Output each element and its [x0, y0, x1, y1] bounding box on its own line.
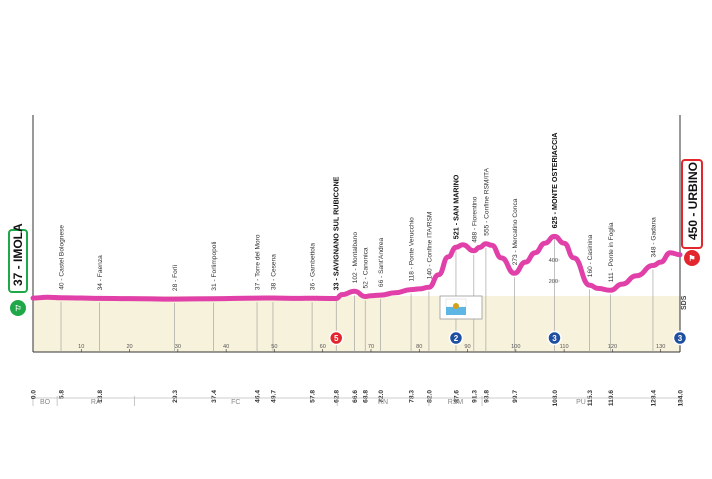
start-km-label: 0.0	[31, 390, 38, 399]
waypoint-label: 52 - Canonica	[363, 247, 370, 288]
region-label: PU	[576, 399, 586, 406]
distance-tick-label: 120	[608, 344, 617, 350]
distance-ticks: 10 20 30 40 50 60 70 80 90 100 110 120 130	[78, 344, 665, 352]
waypoint-label: 555 - Confine RSM/ITA	[483, 167, 490, 235]
waypoint-label: 521 - SAN MARINO	[452, 174, 461, 239]
finish-sds-tag: SDS	[681, 295, 688, 310]
waypoint-label: 34 - Faenza	[97, 255, 104, 291]
waypoint-label: 273 - Mercatino Conca	[512, 198, 519, 265]
waypoint-km: 72.0	[378, 390, 385, 403]
region-label: RA	[91, 399, 101, 406]
waypoint-km: 29.3	[172, 390, 179, 403]
waypoint-labels: 40 - Castel Bolognese 34 - Faenza 28 - For…	[59, 133, 658, 292]
waypoint-label: 160 - Casinina	[587, 234, 594, 277]
start-label: 37 - IMOLA	[11, 223, 25, 286]
marker-label: 5	[334, 334, 339, 343]
finish-badge: 450 - URBINO ⚑	[681, 159, 703, 266]
distance-tick-label: 50	[271, 344, 277, 350]
region-label: BO	[40, 399, 51, 406]
waypoint-label: 625 - MONTE OSTERIACCIA	[550, 133, 559, 229]
waypoint-label: 488 - Fiorentino	[471, 196, 478, 243]
altitude-ticks: 200 400	[549, 258, 560, 285]
waypoint-label: 37 - Torre del Moro	[255, 234, 262, 290]
waypoint-km: 78.3	[409, 390, 416, 403]
region-bar: BO RA FC RN RSM PU	[32, 396, 681, 406]
profile-baseline-band	[33, 296, 680, 352]
region-label: RSM	[448, 399, 464, 406]
distance-tick-label: 110	[560, 344, 569, 350]
waypoint-label: 28 - Forlì	[172, 265, 179, 292]
waypoint-label: 140 - Confine ITA/RSM	[426, 212, 433, 280]
distance-tick-label: 90	[464, 344, 470, 350]
marker-label: 2	[454, 334, 459, 343]
region-label: FC	[231, 399, 240, 406]
waypoint-km: 57.8	[310, 390, 317, 403]
waypoint-km: 91.3	[471, 390, 478, 403]
finish-flag-icon	[684, 250, 700, 266]
svg-text:⚑: ⚑	[688, 254, 695, 263]
distance-tick-label: 60	[320, 344, 326, 350]
climb-category-marker: 3	[672, 330, 688, 346]
svg-text:⚐: ⚐	[14, 304, 21, 313]
waypoint-label: 118 - Ponte Verucchio	[409, 217, 416, 282]
climb-category-marker: 3	[547, 330, 562, 346]
altitude-tick-label: 200	[549, 279, 558, 285]
waypoint-km: 87.6	[454, 390, 461, 403]
distance-tick-label: 30	[175, 344, 181, 350]
distance-tick-label: 40	[223, 344, 229, 350]
waypoint-label: 38 - Cesena	[271, 254, 278, 290]
start-flag-icon	[10, 300, 26, 316]
waypoint-label: 348 - Gadana	[651, 217, 658, 258]
finish-km-label: 134.0	[678, 390, 685, 407]
waypoint-km: 13.8	[97, 390, 104, 403]
classification-markers: 5 2 3 3	[328, 330, 688, 346]
waypoint-km: 49.7	[271, 390, 278, 403]
waypoint-km: 93.8	[483, 390, 490, 403]
waypoint-label: 36 - Gambettola	[310, 243, 317, 291]
san-marino-flag-icon	[439, 295, 483, 320]
waypoint-km: 37.4	[211, 390, 218, 403]
marker-label: 3	[552, 334, 557, 343]
sprint-marker: 5	[328, 330, 344, 346]
waypoint-label: 111 - Ponte in Foglia	[608, 222, 615, 282]
climb-category-marker: 2	[448, 330, 464, 346]
waypoint-label: 66 - Sant'Andrea	[378, 237, 385, 287]
waypoint-km: 99.7	[512, 390, 519, 403]
waypoint-label: 40 - Castel Bolognese	[59, 225, 66, 290]
waypoint-km: 46.4	[255, 390, 262, 403]
waypoint-label: 102 - Montalbano	[352, 232, 359, 284]
waypoint-km: 66.6	[352, 390, 359, 403]
distance-tick-label: 130	[656, 344, 665, 350]
region-label: RN	[378, 399, 388, 406]
distance-tick-label: 20	[126, 344, 132, 350]
waypoint-km: 68.8	[363, 390, 370, 403]
finish-label: 450 - URBINO	[686, 162, 700, 240]
elevation-profile-line	[30, 233, 683, 302]
waypoint-label: 33 - SAVIGNANO SUL RUBICONE	[332, 176, 341, 290]
start-badge: 37 - IMOLA ⚐	[8, 223, 28, 316]
altitude-tick-label: 400	[549, 258, 558, 264]
distance-tick-label: 100	[511, 344, 520, 350]
marker-label: 3	[678, 334, 683, 343]
waypoint-km: 82.0	[426, 390, 433, 403]
distance-tick-label: 70	[368, 344, 374, 350]
distance-tick-label: 10	[78, 344, 84, 350]
waypoint-km: 5.8	[59, 390, 66, 399]
waypoint-label: 31 - Forlimpopoli	[211, 241, 218, 291]
distance-tick-label: 80	[416, 344, 422, 350]
